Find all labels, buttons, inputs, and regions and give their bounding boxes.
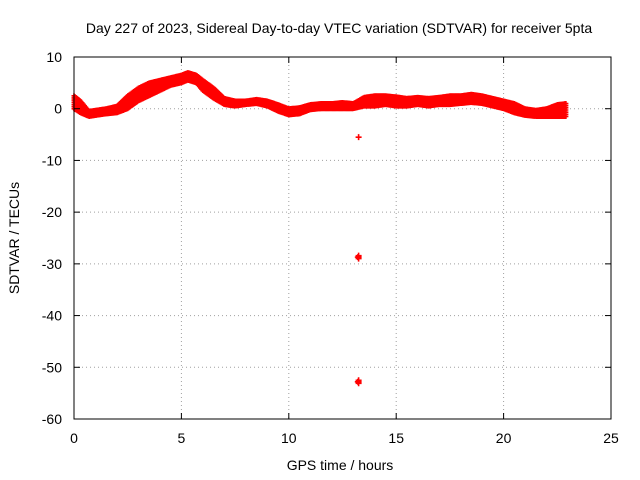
chart-title: Day 227 of 2023, Sidereal Day-to-day VTE… [86, 20, 593, 36]
x-tick-label: 10 [281, 430, 297, 446]
axis-ticks [73, 56, 612, 420]
y-tick-label: -60 [42, 411, 62, 427]
outlier-point [354, 252, 362, 262]
outlier-point [354, 377, 362, 387]
outlier-point [355, 134, 362, 141]
plot-frame [73, 56, 612, 420]
y-axis-label: SDTVAR / TECUs [6, 182, 22, 294]
tick-labels: 0 5 10 15 20 25 10 0 -10 -20 -30 -40 -50 -60 [42, 49, 619, 446]
y-tick-label: -40 [42, 308, 62, 324]
x-tick-label: 25 [603, 430, 619, 446]
x-axis-label: GPS time / hours [287, 457, 394, 473]
y-tick-label: -50 [42, 359, 62, 375]
x-tick-label: 0 [70, 430, 78, 446]
y-tick-label: 10 [46, 49, 62, 65]
x-tick-label: 5 [178, 430, 186, 446]
y-tick-label: -10 [42, 152, 62, 168]
y-tick-label: -30 [42, 256, 62, 272]
data-point-column [563, 101, 569, 119]
x-tick-label: 15 [388, 430, 404, 446]
y-tick-label: -20 [42, 204, 62, 220]
x-tick-label: 20 [496, 430, 512, 446]
y-tick-label: 0 [54, 101, 62, 117]
data-layer [71, 70, 569, 387]
